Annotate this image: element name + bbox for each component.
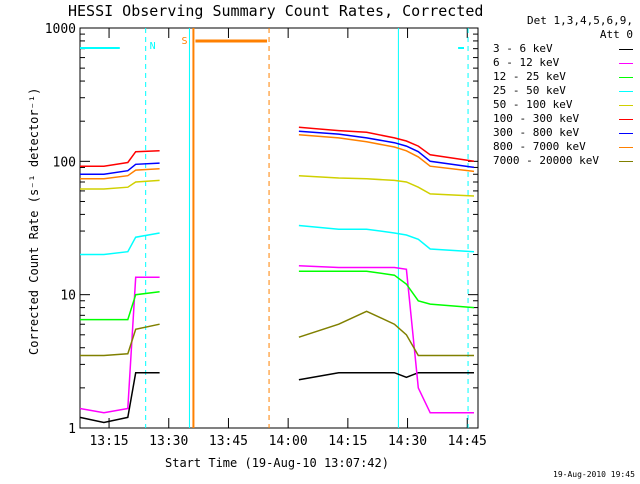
series-line bbox=[298, 126, 475, 163]
saa-flag-label: S bbox=[181, 36, 187, 47]
series-line bbox=[298, 310, 474, 357]
series-line bbox=[79, 371, 160, 424]
series-line bbox=[80, 232, 160, 256]
legend-entry-label: 800 - 7000 keV bbox=[493, 140, 586, 153]
series-line bbox=[80, 167, 160, 180]
series-line bbox=[298, 174, 475, 197]
series-line bbox=[298, 130, 475, 169]
y-tick-label: 1000 bbox=[45, 22, 76, 37]
legend-swatch bbox=[619, 133, 633, 134]
legend: Det 1,3,4,5,6,9, Att 0 3 - 6 keV 6 - 12 k… bbox=[493, 14, 633, 168]
chart-title: HESSI Observing Summary Count Rates, Cor… bbox=[68, 2, 483, 20]
legend-header-2: Att 0 bbox=[599, 28, 633, 41]
x-tick-label: 13:30 bbox=[149, 434, 188, 449]
series-line bbox=[80, 291, 160, 321]
series-line bbox=[298, 270, 475, 309]
x-tick-label: 13:15 bbox=[89, 434, 128, 449]
legend-header-1: Det 1,3,4,5,6,9, bbox=[527, 14, 633, 27]
legend-entry: 50 - 100 keV bbox=[493, 98, 633, 112]
legend-swatch bbox=[619, 91, 633, 92]
timestamp: 19-Aug-2010 19:45 bbox=[553, 470, 635, 479]
legend-entry-label: 300 - 800 keV bbox=[493, 126, 580, 139]
series-line bbox=[80, 150, 160, 167]
series-line bbox=[80, 323, 160, 357]
plot-frame bbox=[79, 27, 479, 429]
legend-entry: 25 - 50 keV bbox=[493, 84, 633, 98]
legend-entry-label: 25 - 50 keV bbox=[493, 84, 566, 97]
x-tick-label: 14:30 bbox=[388, 434, 427, 449]
y-tick-label: 100 bbox=[53, 155, 76, 170]
legend-entry: 12 - 25 keV bbox=[493, 70, 633, 84]
series-line bbox=[298, 264, 474, 414]
legend-entry: 6 - 12 keV bbox=[493, 56, 633, 70]
plot-layer: 1 10 100 1000 13:15 13:30 13:45 14:00 14:15 14:30… bbox=[45, 22, 487, 449]
series-line bbox=[79, 276, 160, 414]
legend-swatch bbox=[619, 77, 633, 78]
y-tick-label: 10 bbox=[60, 289, 76, 304]
series-line bbox=[80, 162, 160, 176]
x-axis-label: Start Time (19-Aug-10 13:07:42) bbox=[165, 456, 389, 470]
x-tick-label: 14:45 bbox=[448, 434, 487, 449]
legend-entry-label: 100 - 300 keV bbox=[493, 112, 580, 125]
series-line bbox=[298, 371, 474, 381]
legend-swatch bbox=[619, 119, 633, 120]
legend-swatch bbox=[619, 147, 633, 148]
legend-entry-label: 50 - 100 keV bbox=[493, 98, 573, 111]
legend-swatch bbox=[619, 49, 633, 50]
x-tick-label: 14:15 bbox=[328, 434, 367, 449]
legend-items: 3 - 6 keV 6 - 12 keV 12 - 25 keV 25 - 50 ke… bbox=[493, 42, 633, 168]
y-axis-label: Corrected Count Rate (s⁻¹ detector⁻¹) bbox=[27, 88, 41, 355]
legend-entry: 7000 - 20000 keV bbox=[493, 154, 633, 168]
series-line bbox=[80, 179, 160, 190]
legend-swatch bbox=[619, 63, 633, 64]
series-line bbox=[298, 134, 475, 173]
legend-entry: 100 - 300 keV bbox=[493, 112, 633, 126]
x-tick-label: 13:45 bbox=[209, 434, 248, 449]
legend-entry: 300 - 800 keV bbox=[493, 126, 633, 140]
legend-entry-label: 12 - 25 keV bbox=[493, 70, 566, 83]
legend-entry: 800 - 7000 keV bbox=[493, 140, 633, 154]
x-tick-label: 14:00 bbox=[269, 434, 308, 449]
night-flag-label: N bbox=[150, 41, 156, 52]
y-tick-label: 1 bbox=[68, 422, 76, 437]
legend-entry: 3 - 6 keV bbox=[493, 42, 633, 56]
legend-entry-label: 7000 - 20000 keV bbox=[493, 154, 599, 167]
legend-swatch bbox=[619, 105, 633, 106]
series-line bbox=[298, 224, 475, 253]
legend-swatch bbox=[619, 161, 633, 162]
legend-entry-label: 6 - 12 keV bbox=[493, 56, 560, 69]
legend-entry-label: 3 - 6 keV bbox=[493, 42, 553, 55]
